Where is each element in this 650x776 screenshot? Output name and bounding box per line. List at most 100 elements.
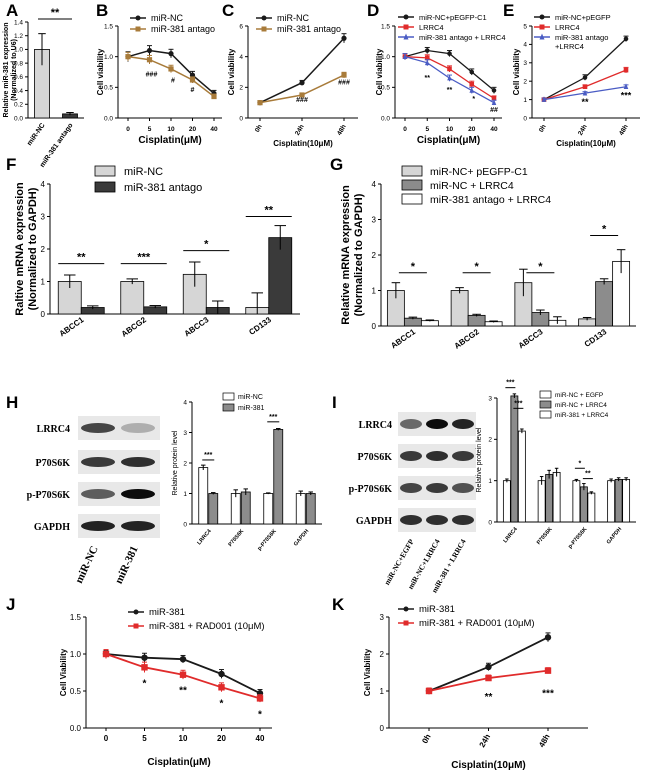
data-point-s3-10	[447, 74, 452, 81]
blot-band	[81, 489, 115, 499]
legend-label: miR-381	[419, 604, 455, 615]
legend-label: miR-NC	[124, 166, 163, 178]
bar-LRRC4-s1	[198, 467, 209, 525]
data-point-s1-40	[491, 88, 497, 93]
y-tick-label: 1.5	[70, 613, 82, 622]
bar-P70S6K-s2	[240, 491, 251, 525]
blot-band	[121, 489, 155, 499]
y-tick-label: 1.4	[14, 19, 23, 26]
legend-label: miR-NC	[277, 13, 309, 23]
x-tick-label: p-P70S6K	[257, 528, 278, 552]
significance-label: **	[585, 471, 591, 478]
y-tick-label: 1.2	[14, 33, 23, 40]
legend-marker	[261, 26, 267, 32]
annotation: *	[472, 96, 475, 103]
legend-swatch	[539, 390, 552, 399]
data-point-s2-10	[447, 66, 452, 72]
legend-label: miR-381 + RAD001 (10μM)	[149, 621, 265, 632]
bar-LRRC4-s2	[510, 395, 519, 523]
annotation: #	[191, 87, 195, 94]
legend-label: miR-381 antago	[555, 33, 608, 42]
data-point-s2-40	[256, 695, 264, 702]
data-point-s3-0	[402, 53, 408, 59]
bar-P70S6K-s1	[230, 493, 241, 525]
x-tick-label: ABCC3	[517, 327, 545, 350]
significance-label: ***	[137, 252, 151, 264]
y-tick-label: 0	[41, 310, 46, 319]
legend-marker	[403, 620, 409, 626]
panel-label-D: D	[367, 1, 379, 20]
x-tick-label: 24h	[478, 732, 493, 749]
x-tick-label: miR-NC	[26, 122, 46, 147]
x-axis-label: Cisplatin(μM)	[417, 135, 480, 146]
data-point-s1-20	[218, 670, 225, 678]
data-point-s2-24h	[299, 92, 305, 98]
y-tick-label: 3	[41, 212, 46, 221]
legend-label: +LRRC4	[555, 42, 584, 51]
legend-label: miR-381	[149, 607, 185, 618]
blot-band	[452, 419, 474, 429]
data-point-s2-40	[491, 96, 497, 101]
legend-label: miR-381 antago	[277, 24, 341, 34]
y-tick-label: 3	[523, 60, 527, 67]
legend-marker	[133, 623, 139, 629]
blot-band	[400, 419, 422, 429]
significance-label: *	[579, 460, 582, 467]
y-tick-label: 0.5	[104, 85, 113, 92]
y-tick-label: 3	[372, 215, 377, 224]
data-point-s1-20	[469, 69, 475, 75]
legend-label: miR-381 antago + LRRC4	[430, 194, 551, 206]
data-point-s1-10	[447, 51, 452, 56]
annotation: **	[179, 686, 187, 697]
blot-row-label: P70S6K	[358, 452, 393, 463]
significance-label: **	[51, 7, 60, 19]
panel-label-C: C	[222, 1, 234, 20]
legend-marker	[135, 26, 141, 32]
y-tick-label: 2	[41, 245, 46, 254]
blot-row-label: LRRC4	[37, 424, 70, 435]
blot-row-label: p-P70S6K	[349, 484, 393, 495]
data-point-s3-40	[491, 99, 497, 105]
x-tick-label: 0h	[254, 123, 264, 133]
data-point-s2-20	[218, 684, 225, 691]
y-axis-label: (Normalized to GAPDH)	[353, 193, 365, 316]
y-tick-label: 1	[380, 687, 385, 696]
legend-label: miR-NC + LRRC4	[430, 180, 514, 192]
blot-row-label: LRRC4	[359, 420, 392, 431]
legend-label: miR-381 + RAD001 (10μM)	[419, 618, 535, 629]
annotation: **	[425, 75, 431, 82]
bar-GAPDH-s2	[305, 493, 316, 525]
legend-marker	[403, 606, 409, 612]
x-tick-label: 10	[179, 734, 188, 743]
y-tick-label: 0	[239, 115, 243, 122]
y-tick-label: 1	[488, 478, 492, 485]
x-axis-label: Cisplatin(10μM)	[556, 139, 616, 148]
annotation: ***	[621, 91, 632, 101]
panel-label-F: F	[6, 155, 16, 174]
blot-band	[426, 515, 448, 525]
data-point-s1-24h	[582, 75, 588, 80]
y-tick-label: 0.5	[70, 687, 82, 696]
x-tick-label: 10	[167, 126, 175, 133]
blot-band	[452, 483, 474, 493]
blot-band	[452, 451, 474, 461]
x-tick-label: GAPDH	[606, 526, 623, 545]
data-point-s1-10	[168, 51, 174, 57]
y-tick-label: 1.0	[104, 54, 113, 61]
legend-swatch	[222, 392, 235, 401]
legend-swatch	[94, 181, 116, 193]
data-point-s3-20	[469, 87, 475, 93]
significance-label: ***	[506, 380, 514, 387]
y-axis-label: Relative mRNA expression	[340, 185, 352, 325]
x-tick-label: 40	[256, 734, 265, 743]
annotation: ***	[542, 689, 554, 700]
bar-GAPDH-s2	[614, 479, 623, 523]
annotation: #	[171, 77, 175, 84]
legend-label: miR-381 antago	[124, 182, 202, 194]
x-tick-label: CD133	[583, 327, 609, 349]
blot-band	[121, 457, 155, 467]
x-tick-label: 5	[142, 734, 147, 743]
x-tick-label: P70S6K	[228, 528, 246, 548]
y-tick-label: 0.2	[14, 102, 23, 109]
legend-label: miR-381	[238, 405, 265, 412]
